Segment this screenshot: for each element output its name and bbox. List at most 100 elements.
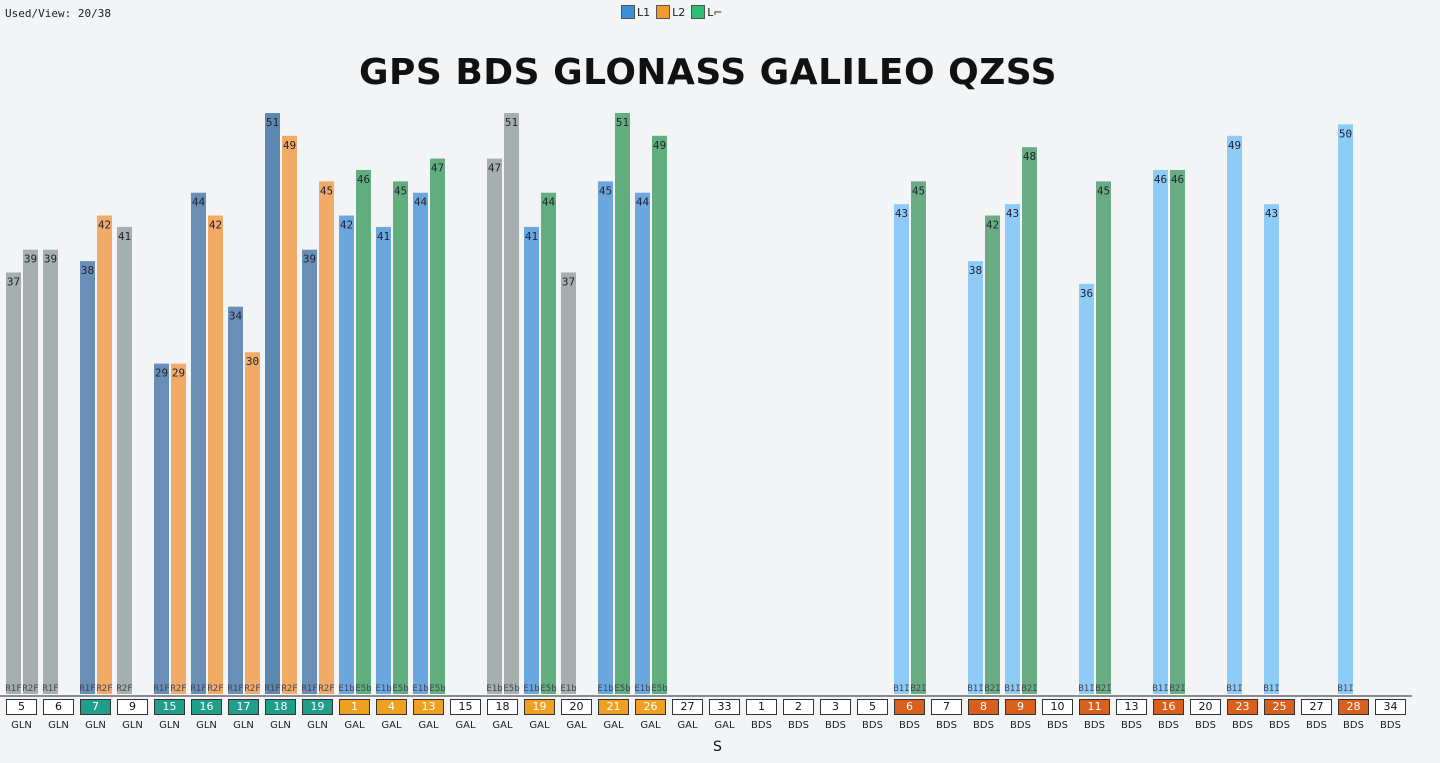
snr-bar [652,135,667,695]
snr-bar [894,204,909,694]
satellite-system-label: GLN [85,720,106,731]
snr-bar [282,135,297,695]
satellite-prn-box[interactable]: 18 [265,699,296,715]
snr-value-label: 46 [1171,173,1184,186]
satellite-prn-box[interactable]: 5 [857,699,888,715]
satellite-prn-box[interactable]: 21 [598,699,629,715]
snr-bar [265,113,280,694]
band-label: R2F [22,684,38,694]
satellite-system-label: GAL [492,720,513,731]
satellite-prn-box[interactable]: 27 [672,699,703,715]
band-label: R1F [79,684,95,694]
satellite-prn-box[interactable]: 11 [1079,699,1110,715]
band-label: B1I [1263,684,1279,694]
snr-value-label: 39 [303,253,316,266]
snr-bar [1022,147,1037,695]
satellite-prn-box[interactable]: 25 [1264,699,1295,715]
satellite-prn-box[interactable]: 1 [746,699,777,715]
satellite-prn-box[interactable]: 33 [709,699,740,715]
band-label: B1I [1337,684,1353,694]
snr-value-label: 44 [414,196,428,209]
satellite-prn-box[interactable]: 4 [376,699,407,715]
band-label: B2I [984,684,1000,694]
snr-bar [635,192,650,694]
snr-bar [1153,169,1168,694]
snr-value-label: 51 [266,116,279,129]
band-label: R1F [264,684,280,694]
satellite-prn-box[interactable]: 16 [191,699,222,715]
snr-bar [191,192,206,694]
snr-value-label: 43 [1265,207,1278,220]
satellite-system-label: GLN [122,720,143,731]
satellite-prn-box[interactable]: 9 [1005,699,1036,715]
snr-value-label: 45 [1097,184,1110,197]
satellite-prn-box[interactable]: 19 [524,699,555,715]
satellite-prn-box[interactable]: 7 [80,699,111,715]
legend-item-l1[interactable]: L1 [621,5,650,19]
snr-value-label: 42 [986,219,999,232]
snr-bar [43,249,58,695]
snr-bar [154,363,169,694]
band-label: E1b [597,684,613,694]
band-label: E5b [503,684,519,694]
snr-value-label: 37 [7,275,20,288]
satellite-prn-box[interactable]: 16 [1153,699,1184,715]
snr-value-label: 44 [636,196,650,209]
satellite-system-label: BDS [862,720,883,731]
snr-value-label: 45 [320,184,333,197]
satellite-prn-box[interactable]: 5 [6,699,37,715]
satellite-prn-box[interactable]: 20 [1190,699,1221,715]
satellite-prn-box[interactable]: 18 [487,699,518,715]
satellite-prn-box[interactable]: 3 [820,699,851,715]
satellite-prn-box[interactable]: 13 [413,699,444,715]
band-label: R2F [116,684,132,694]
satellite-prn-box[interactable]: 2 [783,699,814,715]
satellite-system-label: BDS [1195,720,1216,731]
snr-value-label: 41 [118,230,131,243]
band-label: B1I [1078,684,1094,694]
satellite-system-label: BDS [1158,720,1179,731]
snr-bar [245,352,260,694]
band-label: R1F [5,684,21,694]
satellite-prn-box[interactable]: 15 [450,699,481,715]
satellite-prn-box[interactable]: 8 [968,699,999,715]
satellite-prn-box[interactable]: 34 [1375,699,1406,715]
snr-bar [319,181,334,695]
snr-value-label: 46 [357,173,370,186]
satellite-prn-box[interactable]: 28 [1338,699,1369,715]
satellite-system-label: GLN [307,720,328,731]
band-label: E5b [614,684,630,694]
snr-value-label: 51 [505,116,518,129]
satellite-prn-box[interactable]: 6 [894,699,925,715]
satellite-prn-box[interactable]: 10 [1042,699,1073,715]
band-label: B2I [1169,684,1185,694]
satellite-prn-box[interactable]: 17 [228,699,259,715]
satellite-prn-box[interactable]: 13 [1116,699,1147,715]
satellite-system-label: BDS [1380,720,1401,731]
legend-item-l2[interactable]: L2 [656,5,685,19]
satellite-prn-box[interactable]: 15 [154,699,185,715]
satellite-prn-box[interactable]: 1 [339,699,370,715]
snr-bar [97,215,112,694]
satellite-system-label: GAL [566,720,587,731]
satellite-system-label: BDS [788,720,809,731]
satellite-prn-box[interactable]: 27 [1301,699,1332,715]
satellite-prn-box[interactable]: 7 [931,699,962,715]
snr-value-label: 49 [1228,139,1241,152]
satellite-prn-box[interactable]: 20 [561,699,592,715]
satellite-prn-box[interactable]: 26 [635,699,666,715]
band-label: B1I [1152,684,1168,694]
satellite-system-label: BDS [973,720,994,731]
snr-bar [1338,124,1353,695]
snr-bar [356,169,371,694]
satellite-system-label: GLN [270,720,291,731]
snr-value-label: 44 [542,196,556,209]
snr-bar [1005,204,1020,694]
legend-item-l5[interactable]: L⌐ [691,5,723,19]
band-label: R2F [96,684,112,694]
satellite-system-label: BDS [1047,720,1068,731]
satellite-prn-box[interactable]: 6 [43,699,74,715]
satellite-prn-box[interactable]: 23 [1227,699,1258,715]
satellite-prn-box[interactable]: 9 [117,699,148,715]
satellite-prn-box[interactable]: 19 [302,699,333,715]
